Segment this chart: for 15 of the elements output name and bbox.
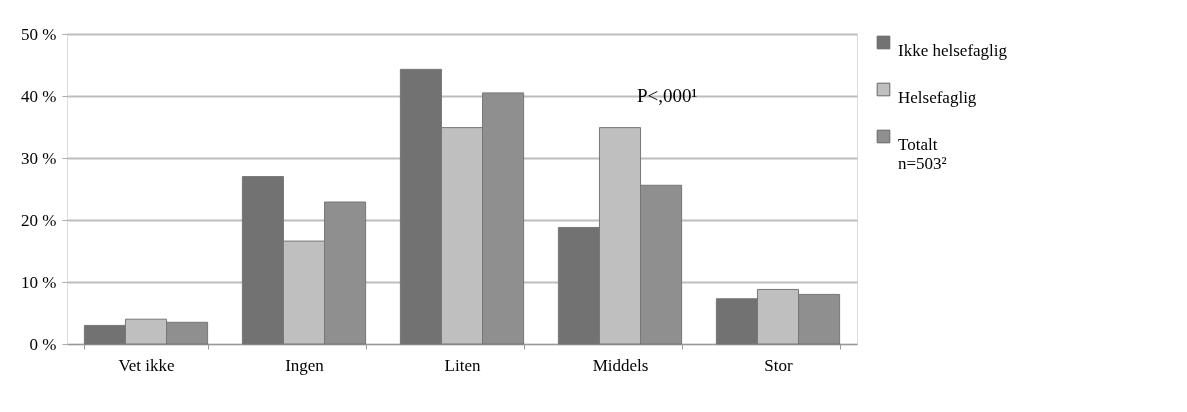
annotation: P<,000¹ xyxy=(636,85,698,106)
legend-label: Ikke helsefaglig xyxy=(898,40,1008,60)
x-tick-label: Stor xyxy=(764,355,794,375)
y-tick-label: 20 % xyxy=(21,210,57,230)
y-tick-label: 10 % xyxy=(21,272,57,292)
x-tick-label: Liten xyxy=(444,355,481,375)
x-tick-label: Vet ikke xyxy=(118,355,175,375)
legend-label: Helsefaglig xyxy=(898,87,977,107)
y-tick-label: 50 % xyxy=(21,24,57,44)
x-tick-label: Middels xyxy=(592,355,649,375)
y-tick-label: 30 % xyxy=(21,148,57,168)
y-tick-label: 0 % xyxy=(29,334,57,354)
x-tick-label: Ingen xyxy=(285,355,325,375)
legend-label: Totalt n=503² xyxy=(898,134,947,173)
y-tick-label: 40 % xyxy=(21,86,57,106)
